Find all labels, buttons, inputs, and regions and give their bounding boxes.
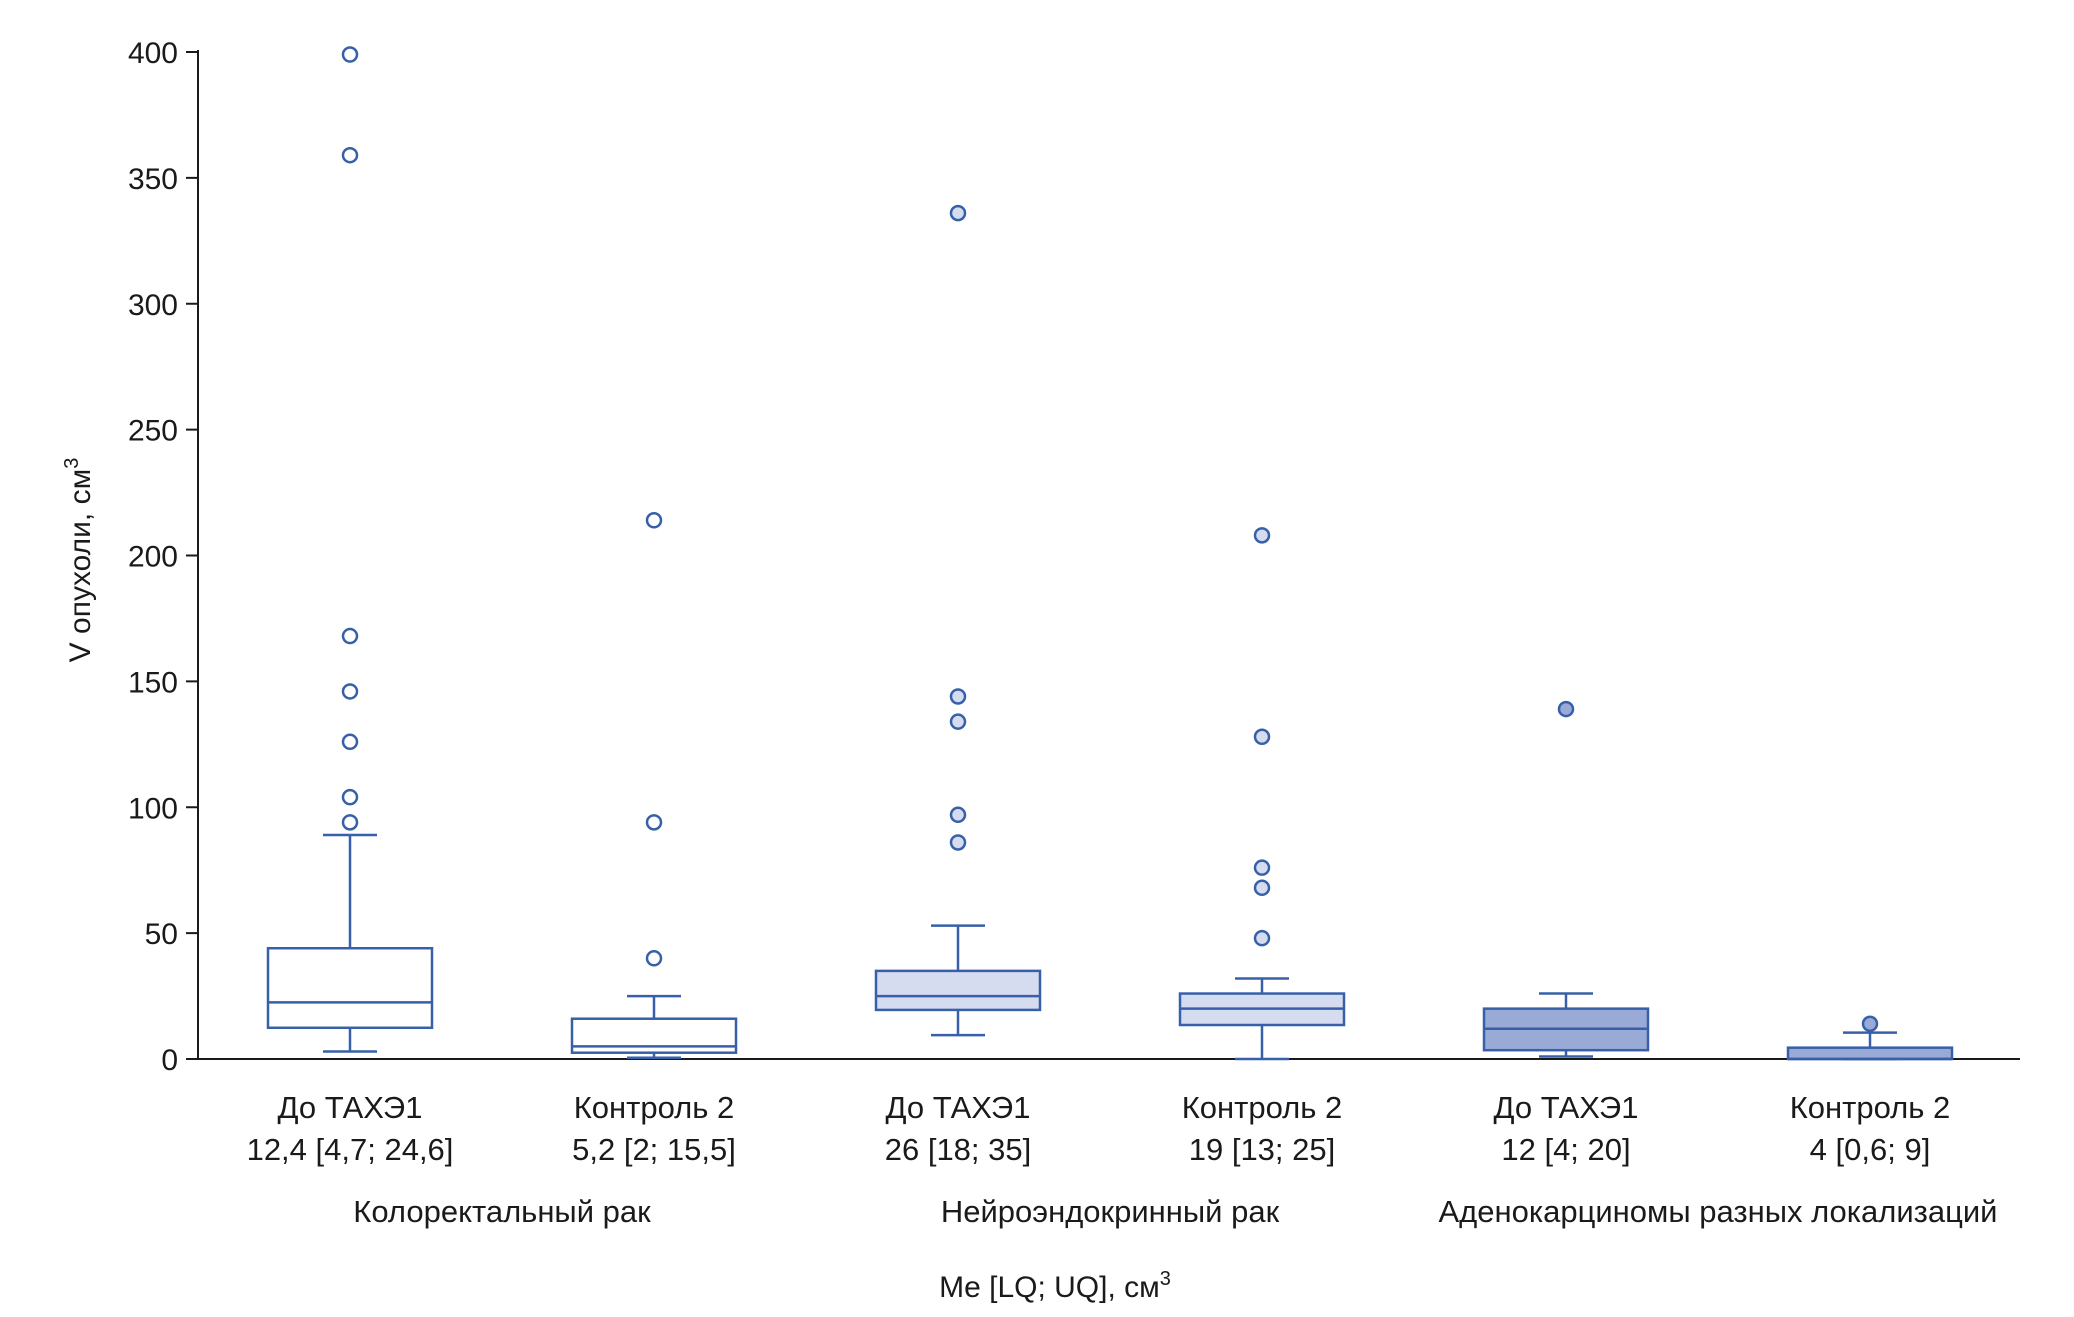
category-summary: 12 [4; 20] [1501,1132,1630,1167]
outlier-point [949,688,967,705]
category-summary: 4 [0,6; 9] [1810,1132,1931,1167]
outlier-point [341,683,359,700]
outlier-point [1253,527,1271,544]
y-tick-label: 250 [128,415,178,448]
group-label: Аденокарциномы разных локализаций [1439,1194,1998,1229]
box-group [874,204,1042,1037]
outlier-point [341,146,359,164]
box-group [1786,1015,1954,1061]
box-group [266,46,434,1053]
category-summary: 19 [13; 25] [1189,1132,1336,1167]
category-label: Контроль 2 [1790,1090,1951,1125]
box-group [1482,700,1650,1058]
category-label: До ТАХЭ1 [278,1090,423,1125]
y-axis-title: V опухоли, см3 [61,458,97,663]
box-iqr [266,946,434,1030]
category-label: Контроль 2 [574,1090,735,1125]
outlier-point [1253,728,1271,746]
outlier-point [949,204,967,222]
group-label: Нейроэндокринный рак [941,1194,1280,1229]
x-axis-title: Me [LQ; UQ], см3 [939,1268,1171,1304]
box-iqr [1786,1046,1954,1061]
category-summary: 26 [18; 35] [885,1132,1032,1167]
y-tick-label: 300 [128,289,178,322]
box-iqr [874,969,1042,1012]
y-tick-label: 50 [145,918,178,951]
boxes [266,46,1954,1061]
outlier-point [949,834,967,851]
outlier-point [949,713,967,730]
category-summary: 12,4 [4,7; 24,6] [247,1132,454,1167]
y-tick-label: 100 [128,792,178,825]
outlier-point [1253,929,1271,947]
y-tick-label: 350 [128,163,178,196]
category-label: До ТАХЭ1 [886,1090,1031,1125]
outlier-point [341,788,359,806]
box-group [570,512,738,1059]
outlier-point [341,46,359,63]
box-group [1178,527,1346,1061]
y-tick-label: 150 [128,666,178,699]
axes: 0 50 100 150 200 250 300 350 400 [128,37,2020,1077]
y-tick-label: 0 [161,1044,178,1077]
outlier-point [1253,879,1271,897]
category-summary: 5,2 [2; 15,5] [572,1132,736,1167]
outlier-point [341,627,359,645]
outlier-point [1557,700,1575,718]
outlier-point [645,814,663,831]
outlier-point [645,512,663,529]
category-label: До ТАХЭ1 [1494,1090,1639,1125]
y-tick-label: 200 [128,541,178,574]
outlier-point [1253,859,1271,876]
group-label: Колоректальный рак [353,1194,651,1229]
outlier-point [341,814,359,831]
y-tick-label: 400 [128,37,178,70]
outlier-point [949,806,967,824]
outlier-point [341,733,359,751]
outlier-point [1861,1015,1879,1033]
category-label: Контроль 2 [1182,1090,1343,1125]
outlier-point [645,950,663,967]
category-labels: До ТАХЭ1 12,4 [4,7; 24,6] Контроль 2 5,2 [2… [247,1090,1998,1229]
